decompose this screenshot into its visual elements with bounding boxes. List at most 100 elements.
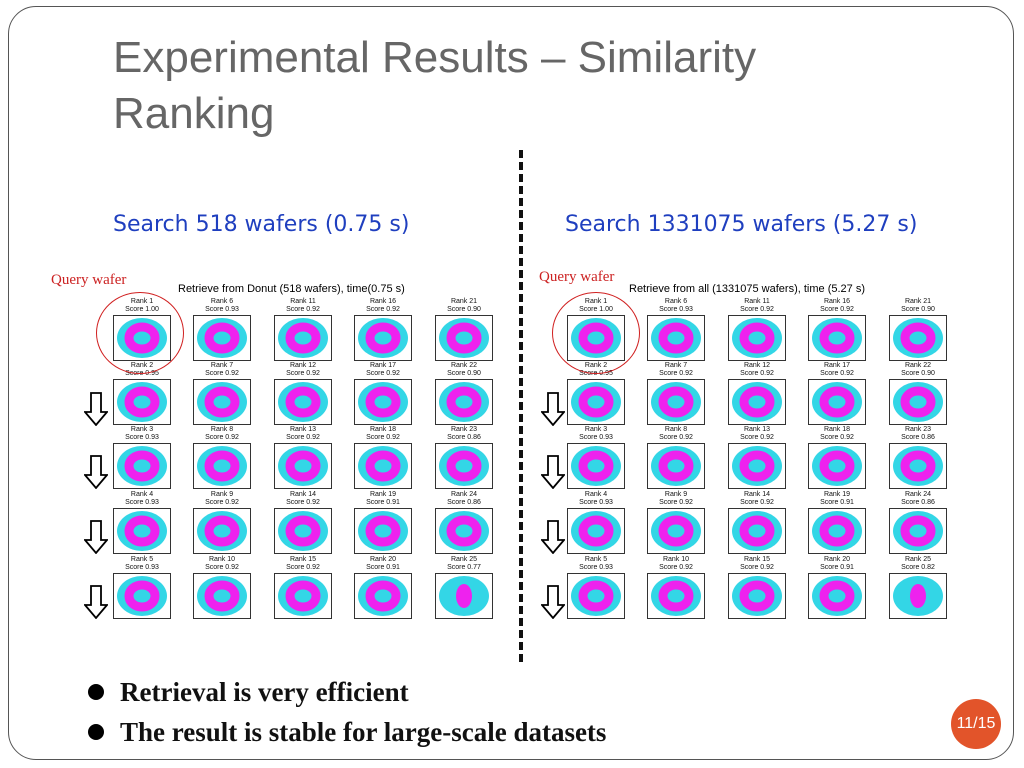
score-label: Score 0.90	[901, 306, 935, 313]
wafer-map-icon	[197, 511, 247, 551]
result-cell: Rank 14 Score 0.92	[727, 491, 787, 554]
bullet-text: Retrieval is very efficient	[120, 676, 409, 707]
result-cell: Rank 5 Score 0.93	[566, 556, 626, 619]
result-cell: Rank 8 Score 0.92	[646, 426, 706, 489]
wafer-map-icon	[651, 318, 701, 358]
score-label: Score 0.92	[286, 434, 320, 441]
wafer-map-icon	[732, 382, 782, 422]
rank-label: Rank 7	[210, 362, 234, 369]
wafer-image	[889, 443, 947, 489]
bullet-item: Retrieval is very efficient	[88, 672, 606, 712]
score-label: Score 0.92	[366, 306, 400, 313]
down-arrow-icon	[84, 455, 108, 489]
score-label: Score 0.91	[366, 564, 400, 571]
wafer-map-icon	[197, 576, 247, 616]
result-cell: Rank 24 Score 0.86	[434, 491, 494, 554]
wafer-image	[567, 379, 625, 425]
wafer-map-icon	[893, 576, 943, 616]
score-label: Score 0.93	[659, 306, 693, 313]
rank-label: Rank 11	[290, 298, 316, 305]
result-cell: Rank 4 Score 0.93	[112, 491, 172, 554]
down-arrow-icon	[84, 585, 108, 619]
wafer-image	[647, 443, 705, 489]
wafer-image	[728, 379, 786, 425]
wafer-image	[274, 508, 332, 554]
rank-label: Rank 8	[210, 426, 234, 433]
rank-label: Rank 6	[210, 298, 234, 305]
score-label: Score 0.92	[205, 499, 239, 506]
wafer-image	[435, 379, 493, 425]
wafer-map-icon	[571, 511, 621, 551]
wafer-map-icon	[278, 382, 328, 422]
rank-label: Rank 11	[744, 298, 770, 305]
wafer-image	[889, 315, 947, 361]
result-cell: Rank 11 Score 0.92	[273, 298, 333, 361]
result-cell: Rank 2 Score 0.95	[112, 362, 172, 425]
rank-label: Rank 16	[823, 298, 851, 305]
rank-label: Rank 4	[130, 491, 154, 498]
wafer-image	[274, 379, 332, 425]
wafer-image	[647, 573, 705, 619]
bullet-list: Retrieval is very efficient The result i…	[88, 672, 606, 752]
result-cell: Rank 15 Score 0.92	[273, 556, 333, 619]
rank-label: Rank 19	[823, 491, 851, 498]
score-label: Score 0.93	[579, 564, 613, 571]
rank-label: Rank 21	[450, 298, 478, 305]
wafer-image	[728, 573, 786, 619]
wafer-image	[889, 379, 947, 425]
left-query-highlight	[96, 292, 184, 374]
score-label: Score 0.93	[579, 434, 613, 441]
result-cell: Rank 22 Score 0.90	[888, 362, 948, 425]
score-label: Score 0.92	[286, 564, 320, 571]
wafer-image	[354, 315, 412, 361]
score-label: Score 0.77	[447, 564, 481, 571]
score-label: Score 0.92	[820, 434, 854, 441]
down-arrow-icon	[84, 520, 108, 554]
wafer-map-icon	[358, 318, 408, 358]
wafer-map-icon	[197, 318, 247, 358]
wafer-image	[435, 315, 493, 361]
wafer-image	[274, 443, 332, 489]
rank-label: Rank 15	[289, 556, 317, 563]
score-label: Score 0.86	[901, 434, 935, 441]
wafer-map-icon	[358, 382, 408, 422]
down-arrow-icon	[84, 392, 108, 426]
result-cell: Rank 14 Score 0.92	[273, 491, 333, 554]
wafer-image	[728, 508, 786, 554]
wafer-image	[889, 573, 947, 619]
bullet-text: The result is stable for large-scale dat…	[120, 716, 607, 747]
wafer-image	[193, 443, 251, 489]
wafer-map-icon	[278, 446, 328, 486]
score-label: Score 0.92	[286, 306, 320, 313]
result-cell: Rank 25 Score 0.77	[434, 556, 494, 619]
result-cell: Rank 9 Score 0.92	[646, 491, 706, 554]
wafer-map-icon	[812, 318, 862, 358]
result-cell: Rank 12 Score 0.92	[727, 362, 787, 425]
slide-frame	[8, 6, 1014, 760]
wafer-image	[113, 443, 171, 489]
score-label: Score 0.92	[286, 499, 320, 506]
result-cell: Rank 3 Score 0.93	[112, 426, 172, 489]
wafer-image	[274, 573, 332, 619]
rank-label: Rank 13	[289, 426, 317, 433]
wafer-image	[113, 508, 171, 554]
rank-label: Rank 5	[130, 556, 154, 563]
rank-label: Rank 18	[369, 426, 397, 433]
rank-label: Rank 9	[664, 491, 688, 498]
wafer-map-icon	[732, 511, 782, 551]
right-query-label: Query wafer	[539, 269, 615, 285]
wafer-map-icon	[197, 446, 247, 486]
wafer-image	[808, 573, 866, 619]
wafer-map-icon	[571, 446, 621, 486]
bullet-item: The result is stable for large-scale dat…	[88, 712, 606, 752]
wafer-map-icon	[893, 446, 943, 486]
result-cell: Rank 18 Score 0.92	[807, 426, 867, 489]
wafer-image	[274, 315, 332, 361]
wafer-image	[113, 379, 171, 425]
wafer-map-icon	[117, 382, 167, 422]
result-cell: Rank 7 Score 0.92	[192, 362, 252, 425]
wafer-image	[113, 573, 171, 619]
rank-label: Rank 9	[210, 491, 234, 498]
rank-label: Rank 21	[904, 298, 932, 305]
result-cell: Rank 23 Score 0.86	[434, 426, 494, 489]
